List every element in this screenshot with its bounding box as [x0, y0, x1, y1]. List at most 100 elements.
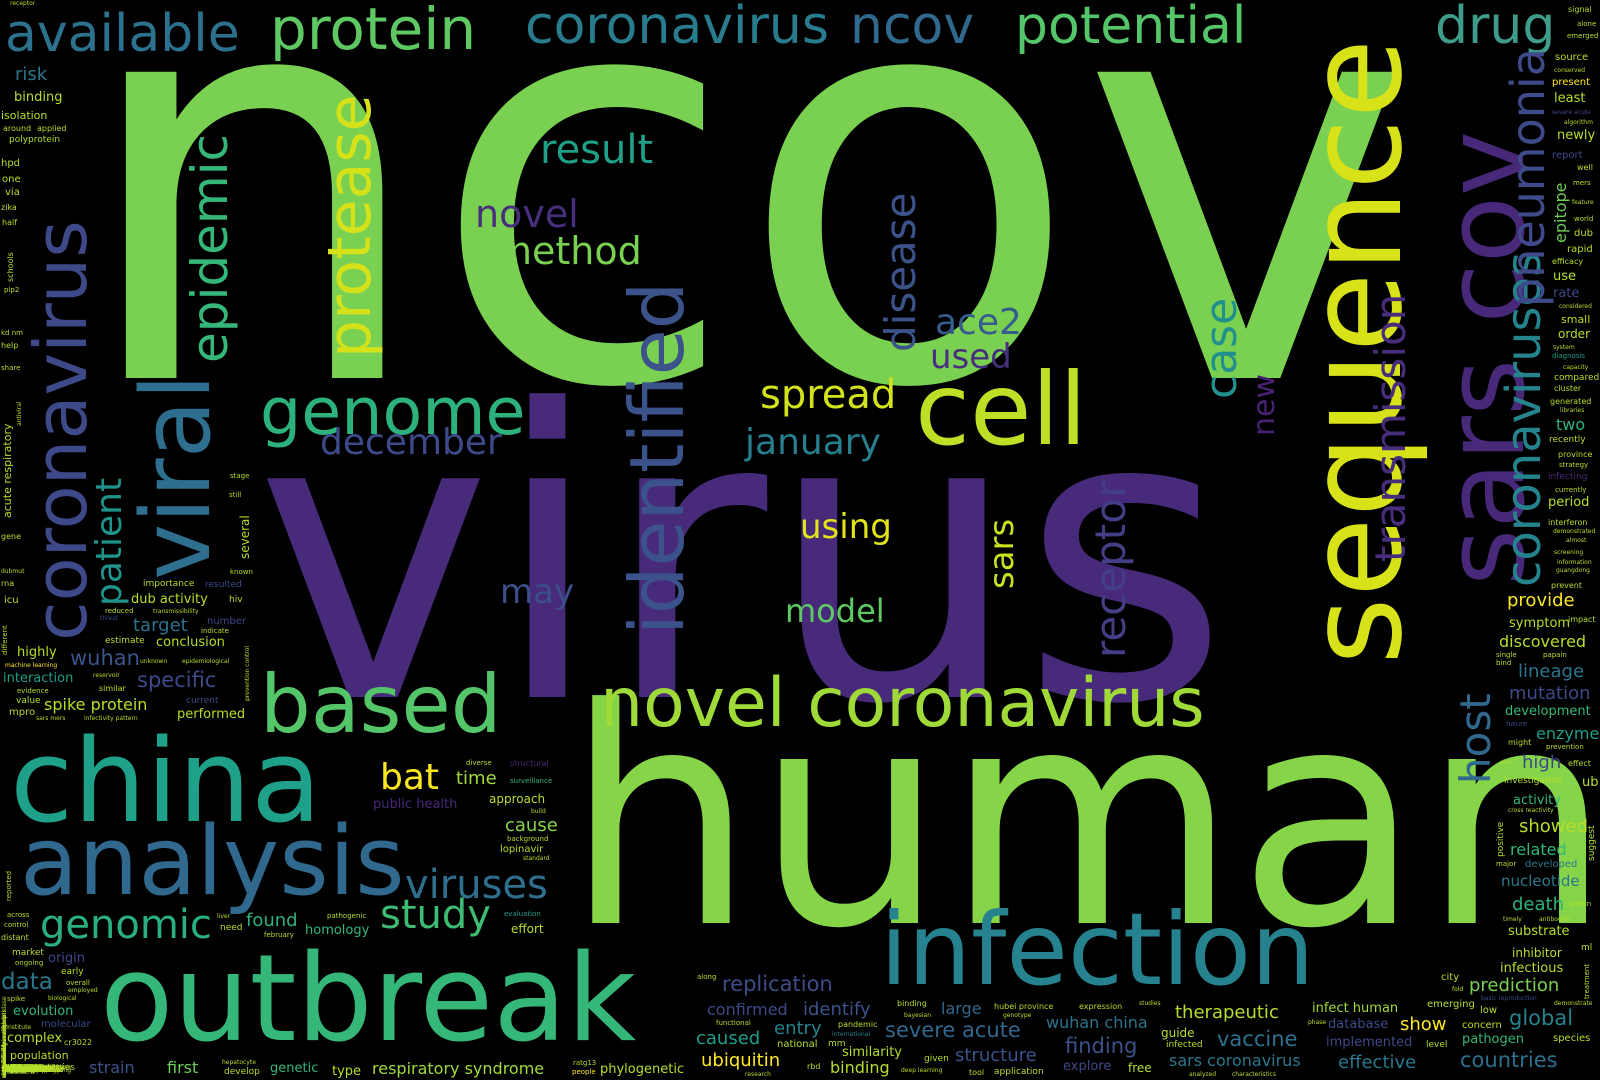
- word-phylogenetic: phylogenetic: [600, 1062, 685, 1077]
- word-treatment: treatment: [1583, 963, 1591, 1000]
- word-related: related: [1510, 840, 1567, 859]
- word-recombinant: recombinant: [2, 1067, 40, 1074]
- word-constitute: constitute: [1, 1024, 32, 1031]
- word-well: well: [1577, 163, 1593, 172]
- word-schools: schools: [6, 251, 15, 282]
- word-various: various: [2, 1067, 24, 1074]
- word-macrophages: macrophages: [2, 1067, 43, 1074]
- word-pathogenesis: pathogenesis: [2, 1064, 43, 1071]
- word-patient: patient: [89, 478, 130, 607]
- word-value: value: [16, 696, 41, 706]
- word-alignment: alignment: [2, 1067, 33, 1074]
- word-infected: infected: [1166, 1040, 1203, 1050]
- word-found: found: [246, 910, 298, 931]
- word-reservoir: reservoir: [93, 672, 120, 679]
- word-capacity: capacity: [1563, 364, 1589, 371]
- word-coronavirus: coronavirus: [525, 0, 829, 56]
- word-type: type: [332, 1064, 362, 1079]
- word-engineered: engineered: [2, 1064, 36, 1071]
- word-imported-case: imported case: [2, 1064, 46, 1071]
- word-liver: liver: [217, 913, 231, 920]
- word-half: half: [2, 218, 18, 227]
- word-effort: effort: [511, 922, 544, 936]
- word-different: different: [1, 625, 9, 656]
- word-maximum-likelihood: maximum likelihood: [2, 1067, 63, 1074]
- word-evolution: evolution: [13, 1004, 74, 1019]
- word-world: world: [1574, 215, 1594, 223]
- word-mutation: mutation: [1509, 683, 1591, 704]
- word-interval: interval: [2, 1064, 25, 1071]
- word-emerged: emerged: [1567, 32, 1599, 40]
- word-global: global: [1509, 1006, 1574, 1030]
- word-kd-nm: kd nm: [1, 329, 23, 337]
- word-infection: infection: [880, 891, 1315, 1008]
- word-efficacy: efficacy: [1552, 257, 1584, 266]
- word-may: may: [500, 572, 575, 612]
- word-difference: difference: [2, 1067, 33, 1074]
- word-fold: fold: [1452, 986, 1464, 993]
- word-due: due: [2, 1067, 14, 1074]
- word-new: new: [1247, 373, 1282, 436]
- word-implicated: implicated: [2, 1067, 34, 1074]
- word-spread: spread: [760, 372, 897, 418]
- word-emerging: emerging: [1427, 999, 1475, 1010]
- word-small: small: [1561, 313, 1591, 326]
- word-intervention: intervention: [2, 1064, 39, 1071]
- word-newly: newly: [1557, 128, 1596, 143]
- word-including: including: [2, 1064, 30, 1071]
- word-source: source: [1555, 52, 1589, 63]
- word-structure-guided: structure guided: [2, 1067, 52, 1074]
- word-dub: dub: [1574, 228, 1594, 239]
- word-implemented: implemented: [1326, 1035, 1413, 1050]
- word-use: use: [1553, 269, 1577, 284]
- word-experimental: experimental: [2, 1064, 42, 1071]
- word-infecting: infecting: [1548, 472, 1588, 482]
- word-libraries: libraries: [1560, 407, 1585, 414]
- word-estimate: estimate: [105, 636, 145, 646]
- word-vertebrate: vertebrate: [2, 1067, 34, 1074]
- word-molecular: molecular: [41, 1019, 91, 1030]
- word-feature: feature: [1572, 199, 1594, 206]
- word-need: need: [220, 923, 243, 933]
- word-unknown: unknown: [140, 658, 168, 665]
- word-one: one: [2, 174, 21, 185]
- word-acute-respiratory: acute respiratory: [1, 423, 14, 518]
- word-human-transmission: human transmission: [2, 1064, 64, 1071]
- word-structure: structure: [955, 1045, 1037, 1066]
- word-prevent: prevent: [1551, 581, 1582, 590]
- word-cluster: cluster: [1554, 384, 1582, 393]
- word-sarbecovirus: sarbecovirus: [2, 1064, 41, 1071]
- word-bayesian: bayesian: [904, 1012, 931, 1019]
- word-distant: distant: [1, 933, 29, 942]
- word-strain: strain: [89, 1058, 135, 1077]
- word-evidence: evidence: [17, 687, 49, 695]
- word-neutralizing-antibodies: neutralizing antibodies: [1, 1009, 8, 1078]
- word-studies: studies: [1139, 1000, 1161, 1007]
- word-ifn-response: ifn response: [2, 1064, 39, 1071]
- word-emphasize: emphasize: [2, 1067, 35, 1074]
- word-reservoir-people: reservoir people: [2, 1067, 51, 1074]
- word-hiv: hiv: [229, 595, 243, 605]
- word-wild-type: wild type: [2, 1067, 30, 1074]
- word-outbreak: outbreak: [100, 930, 637, 1069]
- word-hubei-province: hubei province: [994, 1002, 1054, 1011]
- word-developed: developed: [1525, 859, 1578, 870]
- word-gene: gene: [1, 532, 21, 541]
- word-reported: reported: [5, 870, 13, 901]
- word-help: help: [1, 341, 19, 350]
- word-people: people: [572, 1068, 596, 1076]
- word-protein: protein: [270, 0, 477, 63]
- word-ml: ml: [1581, 943, 1593, 953]
- word-center: center: [2, 1067, 22, 1074]
- word-prevention: prevention: [1546, 743, 1584, 751]
- word-drug: drug: [1435, 0, 1556, 56]
- word-infect-human: infect human: [1312, 1001, 1399, 1016]
- word-pandemic: pandemic: [838, 1020, 878, 1029]
- word-significantly: significantly: [2, 1064, 39, 1071]
- word-wuhan-hubei: wuhan hubei: [2, 1064, 41, 1071]
- word-provide: provide: [1507, 590, 1575, 611]
- word-icu: icu: [4, 595, 19, 606]
- word-number: number: [207, 616, 247, 627]
- word-confirmed: confirmed: [707, 1000, 788, 1019]
- word-representative: representative: [2, 1064, 46, 1071]
